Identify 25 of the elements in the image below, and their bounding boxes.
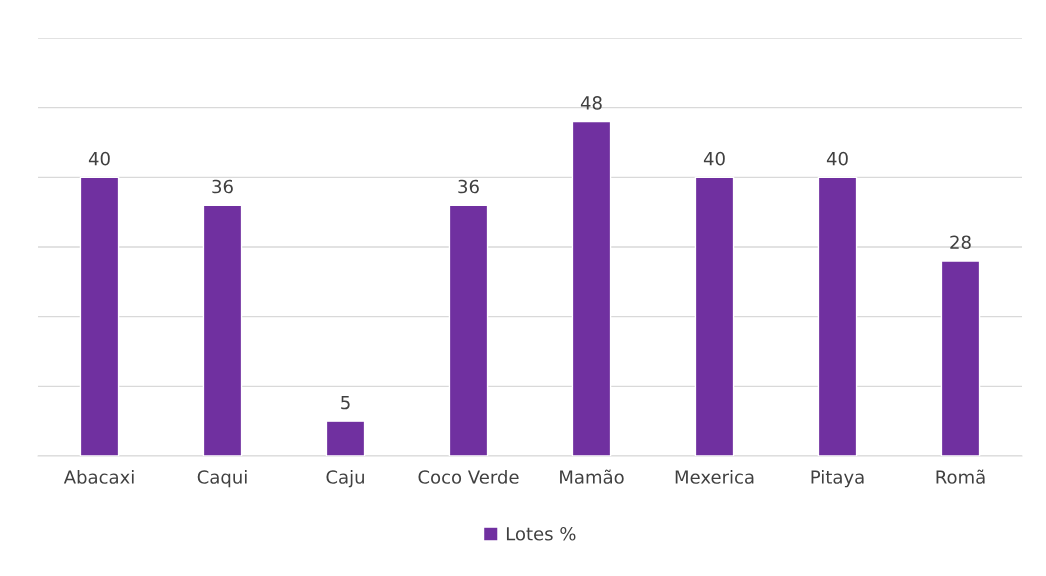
legend-label: Lotes % [506,526,576,541]
x-tick-label: Caqui [197,469,247,488]
data-label: 36 [212,179,233,194]
data-label: 36 [458,179,479,194]
x-tick-label: Coco Verde [418,469,519,484]
data-label: 40 [703,151,725,166]
bar [571,120,612,456]
x-tick-label: Pitaya [811,469,864,488]
x-tick-label: Abacaxi [63,469,134,484]
bar [817,176,858,456]
data-label: 5 [341,395,350,410]
data-label: 28 [950,235,971,250]
x-tick-label: Romã [936,469,985,484]
x-tick-label: Mamão [560,469,624,484]
bar [79,176,120,456]
bar [940,260,981,456]
data-label: 40 [88,151,110,166]
bar [325,420,366,456]
data-label: 40 [826,151,848,166]
bar [448,204,489,456]
x-tick-label: Caju [326,469,364,488]
bar [202,204,243,456]
x-tick-label: Mexerica [675,469,754,484]
bar [694,176,735,456]
data-label: 48 [580,96,602,110]
